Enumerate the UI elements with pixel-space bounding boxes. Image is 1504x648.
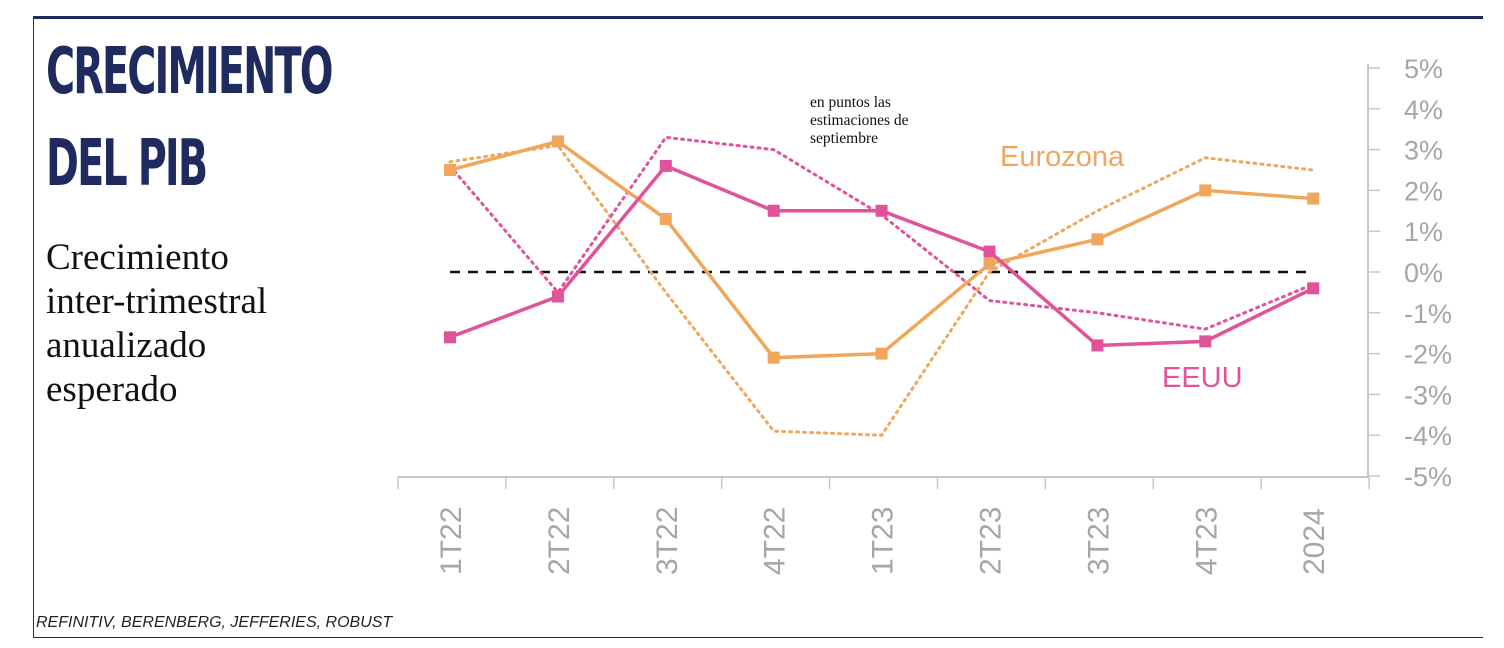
series-line-september-estimate (448, 143, 1315, 437)
data-point-eurozona (767, 351, 780, 364)
data-point-eeuu (1307, 282, 1320, 295)
data-point-eurozona (444, 164, 456, 176)
y-tick-label: 2% (1404, 176, 1443, 206)
y-tick-label: -2% (1404, 340, 1452, 370)
x-tick-label: 4T23 (1190, 507, 1223, 575)
title-line-2: DEL PIB (46, 127, 208, 201)
y-tick-label: 3% (1404, 136, 1443, 166)
data-point-eeuu (875, 204, 888, 217)
data-point-eurozona (983, 257, 996, 270)
data-point-eeuu (1091, 339, 1104, 352)
y-tick-label: -4% (1404, 421, 1452, 451)
x-tick-label: 3T23 (1082, 507, 1115, 575)
x-tick-label: 1T22 (435, 507, 468, 575)
y-tick-label: -5% (1404, 462, 1452, 492)
data-point-eurozona (659, 212, 672, 225)
x-tick-label: 2024 (1298, 508, 1331, 575)
y-tick-label: 4% (1404, 95, 1443, 125)
y-tick-label: -1% (1404, 299, 1452, 329)
left-rule (33, 16, 34, 638)
title-line-1: CRECIMIENTO (46, 35, 333, 109)
data-point-eurozona (551, 135, 564, 148)
data-point-eurozona (1199, 184, 1212, 197)
x-tick-label: 1T23 (867, 507, 900, 575)
data-point-eurozona (1091, 233, 1104, 246)
annotation-line: en puntos las (810, 94, 891, 111)
data-point-eeuu (767, 204, 780, 217)
x-tick-label: 2T23 (975, 507, 1008, 575)
data-point-eeuu (659, 159, 672, 172)
series-line-september-estimate (448, 135, 1315, 331)
annotation-line: estimaciones de (810, 112, 909, 129)
y-tick-label: -3% (1404, 380, 1452, 410)
series-line-eeuu (449, 163, 1314, 348)
data-point-eeuu (983, 245, 996, 258)
chart-subtitle: Crecimiento inter-trimestral anualizado … (46, 237, 268, 410)
y-tick-label: 0% (1404, 258, 1443, 288)
series-label-eeuu: EEUU (1162, 362, 1243, 394)
bottom-rule (33, 637, 1483, 638)
chart-title: CRECIMIENTO DEL PIB (46, 26, 333, 210)
top-rule (33, 16, 1483, 19)
data-point-eeuu (1199, 335, 1212, 348)
y-tick-label: 5% (1404, 54, 1443, 84)
data-point-eurozona (1307, 192, 1320, 205)
data-point-eeuu (444, 331, 456, 344)
x-tick-label: 3T22 (651, 507, 684, 575)
data-point-eurozona (875, 347, 888, 360)
series-label-eurozona: Eurozona (1000, 141, 1125, 173)
annotation-line: septiembre (810, 130, 878, 147)
x-tick-label: 4T22 (759, 507, 792, 575)
x-tick-label: 2T22 (543, 507, 576, 575)
annotation-note: en puntos las estimaciones de septiembre (810, 94, 909, 147)
y-tick-label: 1% (1404, 217, 1443, 247)
data-point-eeuu (551, 290, 564, 303)
source-note: REFINITIV, BERENBERG, JEFFERIES, ROBUST (36, 614, 393, 631)
